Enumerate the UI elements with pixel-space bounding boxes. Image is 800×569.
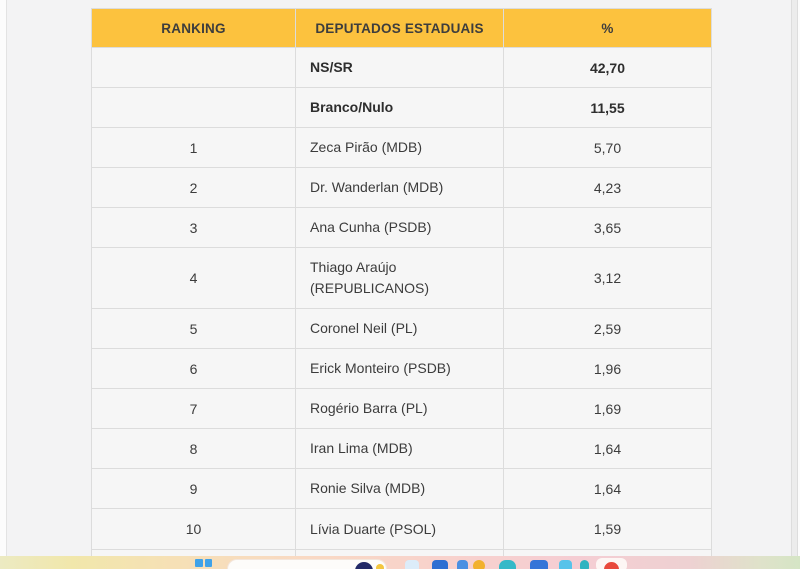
table-row: 5 Coronel Neil (PL) 2,59: [92, 309, 711, 349]
taskbar-app-2-icon[interactable]: [432, 560, 448, 569]
deputados-results-table: RANKING DEPUTADOS ESTADUAIS % NS/SR 42,7…: [91, 8, 712, 569]
header-ranking: RANKING: [92, 9, 296, 47]
rank-cell: 8: [92, 429, 296, 468]
table-row: 1 Zeca Pirão (MDB) 5,70: [92, 128, 711, 168]
table-row: 8 Iran Lima (MDB) 1,64: [92, 429, 711, 469]
rank-cell: 4: [92, 248, 296, 308]
header-percent: %: [601, 20, 614, 36]
recording-indicator[interactable]: [596, 558, 627, 569]
name-cell: Thiago Araújo (REPUBLICANOS): [296, 248, 504, 308]
header-deputados: DEPUTADOS ESTADUAIS: [296, 9, 504, 47]
name-cell: Ana Cunha (PSDB): [296, 208, 504, 247]
pct-cell: 4,23: [593, 179, 622, 196]
taskbar-app-7-icon[interactable]: [559, 560, 572, 569]
taskbar-app-6-icon[interactable]: [530, 560, 548, 569]
rank-cell: 1: [92, 128, 296, 167]
rank-cell: 6: [92, 349, 296, 388]
table-row-nssr: NS/SR 42,70: [92, 48, 711, 88]
table-row: 6 Erick Monteiro (PSDB) 1,96: [92, 349, 711, 389]
rank-cell: [92, 88, 296, 127]
taskbar-app-8-icon[interactable]: [580, 560, 589, 569]
spark-icon: [376, 564, 384, 569]
taskbar-app-1-icon[interactable]: [405, 560, 419, 569]
name-cell: Ronie Silva (MDB): [296, 469, 504, 508]
table-row: 2 Dr. Wanderlan (MDB) 4,23: [92, 168, 711, 208]
name-cell: Zeca Pirão (MDB): [296, 128, 504, 167]
taskbar-app-5-icon[interactable]: [499, 560, 516, 569]
pct-cell: 5,70: [593, 139, 622, 156]
taskbar-app-4-icon[interactable]: [473, 560, 485, 569]
pct-cell: 11,55: [590, 99, 625, 116]
table-row: 9 Ronie Silva (MDB) 1,64: [92, 469, 711, 509]
table-row: 3 Ana Cunha (PSDB) 3,65: [92, 208, 711, 248]
pct-cell: 1,59: [593, 521, 622, 537]
name-cell: Coronel Neil (PL): [296, 309, 504, 348]
table-row: 7 Rogério Barra (PL) 1,69: [92, 389, 711, 429]
table-header-row: RANKING DEPUTADOS ESTADUAIS %: [92, 9, 711, 48]
rank-cell: 10: [92, 509, 296, 549]
name-cell: Branco/Nulo: [296, 88, 504, 127]
taskbar: [0, 556, 800, 569]
pct-cell: 1,69: [593, 400, 622, 417]
left-gutter: [0, 0, 7, 569]
table-row-branco-nulo: Branco/Nulo 11,55: [92, 88, 711, 128]
pct-cell: 3,12: [593, 270, 622, 286]
table-row: 4 Thiago Araújo (REPUBLICANOS) 3,12: [92, 248, 711, 309]
table-row: 10 Lívia Duarte (PSOL) 1,59: [92, 509, 711, 550]
rank-cell: 3: [92, 208, 296, 247]
taskbar-search-box[interactable]: [227, 559, 387, 569]
start-square: [195, 559, 203, 567]
rank-cell: 5: [92, 309, 296, 348]
name-cell: Rogério Barra (PL): [296, 389, 504, 428]
name-cell: Erick Monteiro (PSDB): [296, 349, 504, 388]
name-cell: Dr. Wanderlan (MDB): [296, 168, 504, 207]
pct-cell: 1,64: [593, 480, 622, 497]
rank-cell: 2: [92, 168, 296, 207]
right-gutter: [798, 0, 800, 569]
vertical-scrollbar[interactable]: [791, 0, 798, 569]
windows-start-icon[interactable]: [195, 559, 212, 569]
rank-cell: [92, 48, 296, 87]
pct-cell: 2,59: [593, 320, 622, 337]
rank-cell: 7: [92, 389, 296, 428]
record-dot-icon: [604, 562, 619, 569]
pct-cell: 42,70: [589, 59, 626, 76]
copilot-icon: [355, 562, 373, 569]
pct-cell: 1,96: [593, 360, 622, 377]
taskbar-app-3-icon[interactable]: [457, 560, 468, 569]
start-square: [204, 559, 212, 567]
pct-cell: 1,64: [593, 440, 622, 457]
name-cell: Iran Lima (MDB): [296, 429, 504, 468]
name-cell: Lívia Duarte (PSOL): [296, 509, 504, 549]
rank-cell: 9: [92, 469, 296, 508]
pct-cell: 3,65: [593, 219, 622, 236]
name-cell: NS/SR: [296, 48, 504, 87]
